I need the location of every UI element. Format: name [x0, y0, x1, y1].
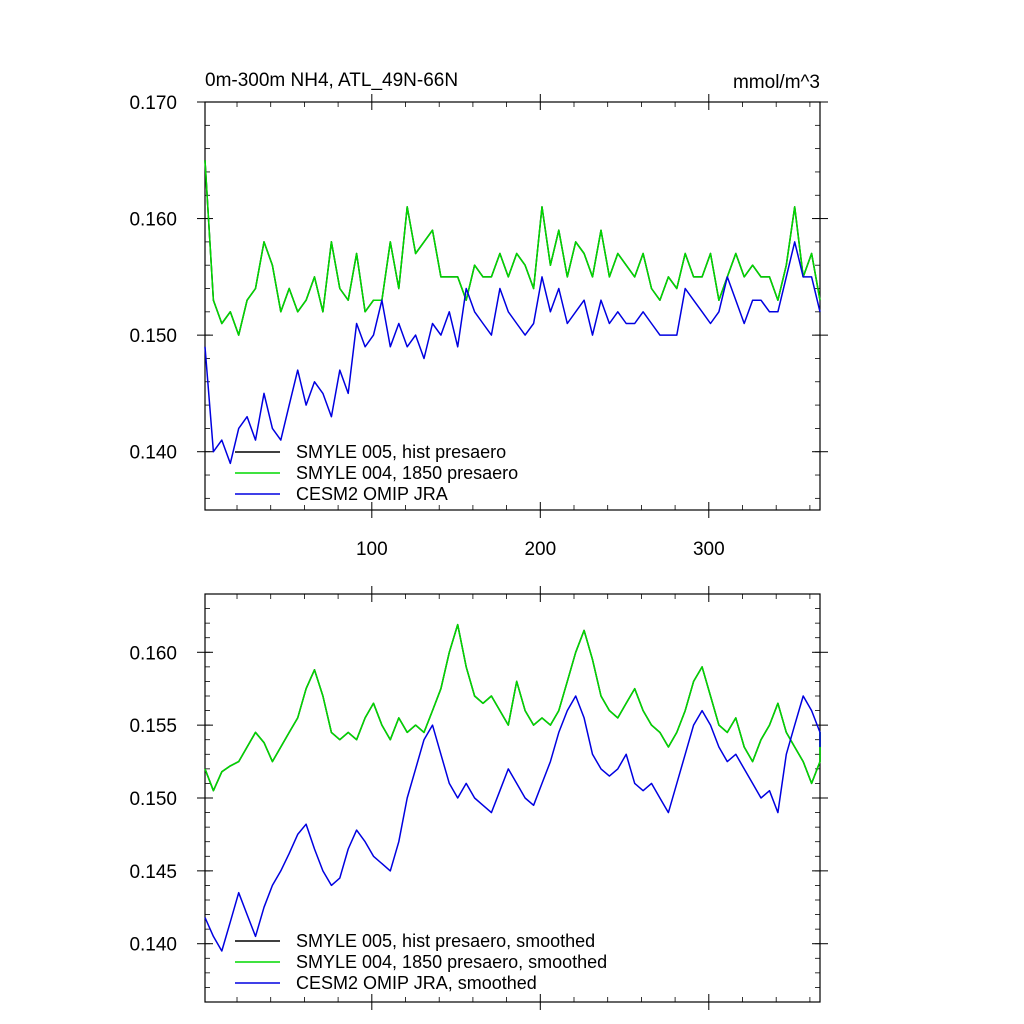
series-line-2	[204, 160, 821, 336]
bottom-panel-ticks: 0.140 0.145 0.150 0.155 0.160	[129, 586, 828, 1010]
legend-label: CESM2 OMIP JRA	[296, 484, 448, 504]
series-line-3	[204, 241, 821, 465]
x-tick-label: 300	[693, 539, 725, 560]
legend-label: CESM2 OMIP JRA, smoothed	[296, 973, 537, 993]
series-line-2	[204, 623, 821, 792]
series-line-1	[204, 623, 821, 792]
bottom-panel: 0.140 0.145 0.150 0.155 0.160 SMYLE 005, his…	[129, 586, 828, 1010]
series-line-3	[204, 695, 821, 952]
x-tick-label: 100	[356, 539, 388, 560]
y-tick-label: 0.140	[129, 935, 177, 956]
bottom-panel-series	[204, 623, 821, 952]
y-tick-label: 0.155	[129, 716, 177, 737]
y-tick-label: 0.170	[129, 93, 177, 114]
y-tick-label: 0.150	[129, 326, 177, 347]
top-panel: 0m-300m NH4, ATL_49N-66N mmol/m^3 0.1400…	[129, 70, 828, 560]
legend-label: SMYLE 005, hist presaero, smoothed	[296, 931, 595, 951]
y-tick-label: 0.150	[129, 789, 177, 810]
y-tick-label: 0.145	[129, 862, 177, 883]
x-tick-label: 200	[524, 539, 556, 560]
y-tick-label: 0.160	[129, 643, 177, 664]
top-panel-title: 0m-300m NH4, ATL_49N-66N	[205, 70, 458, 91]
bottom-panel-legend: SMYLE 005, hist presaero, smoothedSMYLE …	[235, 931, 607, 993]
legend-label: SMYLE 004, 1850 presaero, smoothed	[296, 952, 607, 972]
y-tick-label: 0.160	[129, 210, 177, 231]
top-panel-series	[204, 160, 821, 465]
legend-label: SMYLE 005, hist presaero	[296, 442, 506, 462]
top-panel-plot-frame	[204, 101, 821, 511]
top-panel-ticks: 0.140 0.150 0.160 0.170 100 200 300	[129, 93, 828, 560]
y-tick-label: 0.140	[129, 443, 177, 464]
top-panel-units: mmol/m^3	[733, 72, 820, 93]
legend-label: SMYLE 004, 1850 presaero	[296, 463, 518, 483]
